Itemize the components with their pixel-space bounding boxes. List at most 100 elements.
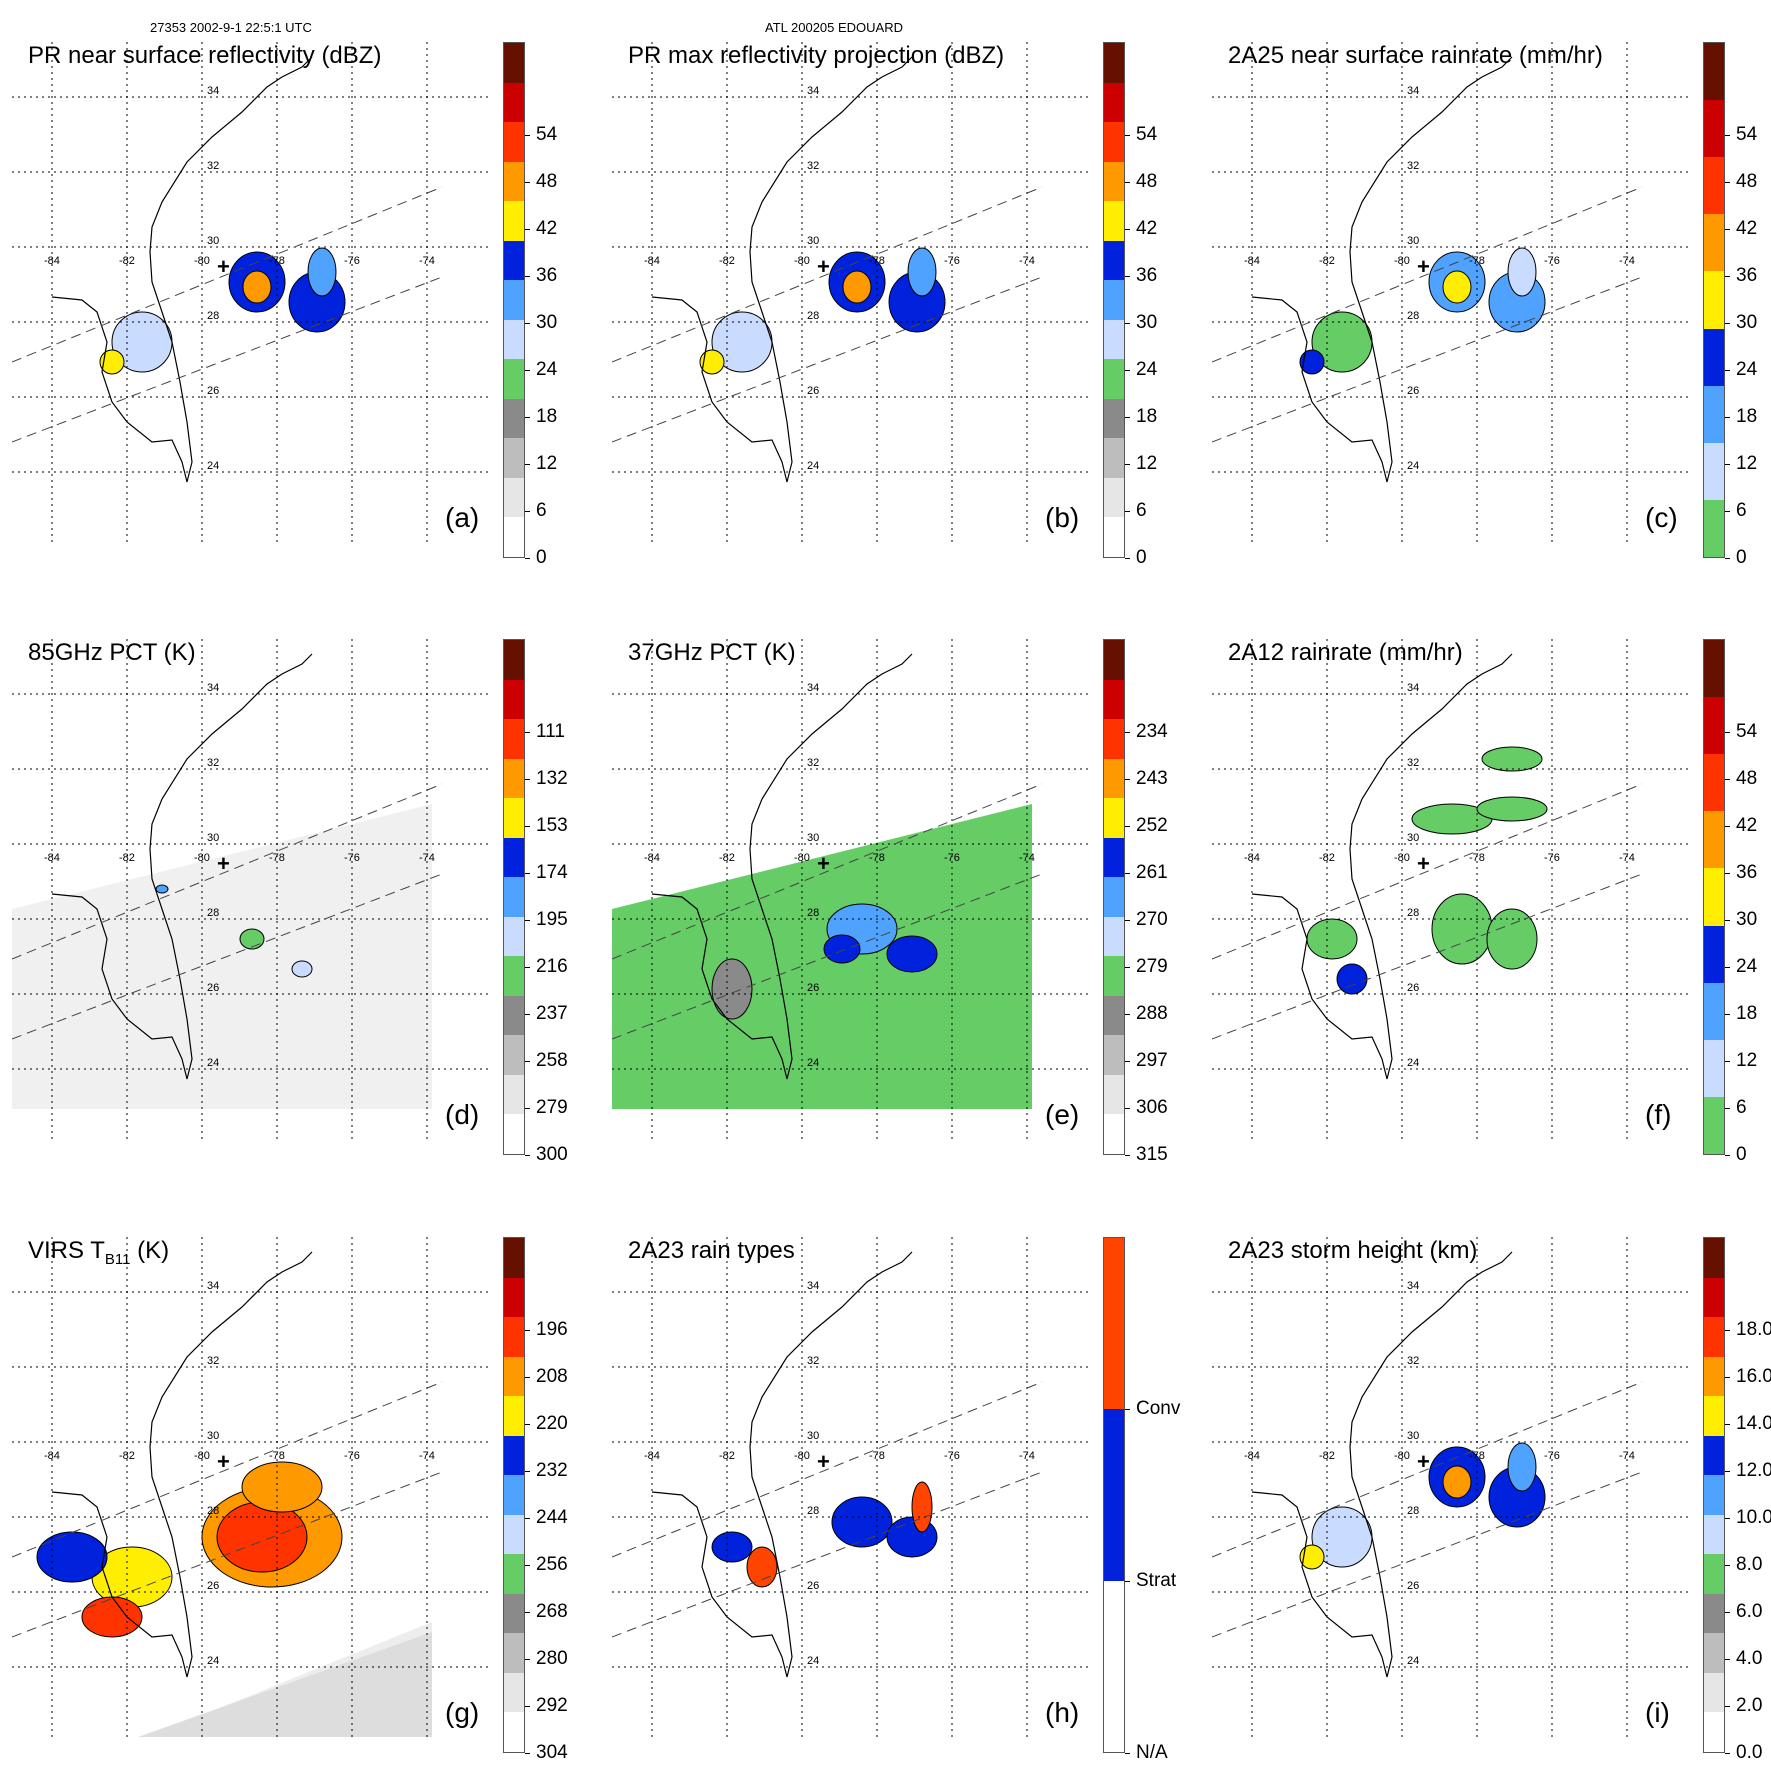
colorbar-tick-label: 18 <box>536 406 558 428</box>
latitude-label: 32 <box>807 1355 819 1367</box>
colorbar-tick-label: 36 <box>1736 862 1758 884</box>
colorbar-segment <box>504 798 524 838</box>
colorbar-tick-label: 16.0 <box>1736 1366 1771 1388</box>
colorbar-segment <box>504 1074 524 1115</box>
colorbar-tick-label: 252 <box>1136 815 1168 837</box>
longitude-label: -82 <box>1319 255 1335 267</box>
colorbar-tick-label: 300 <box>536 1144 568 1165</box>
colorbar-tick <box>1125 1108 1130 1110</box>
colorbar-segment <box>1104 477 1124 518</box>
panel-title: 2A12 rainrate (mm/hr) <box>1228 639 1463 666</box>
colorbar-tick <box>1125 1014 1130 1016</box>
colorbar-segment <box>1704 1593 1724 1634</box>
colorbar-tick-label: 288 <box>1136 1003 1168 1025</box>
colorbar-tick <box>1125 1753 1130 1754</box>
longitude-label: -78 <box>1469 1450 1485 1462</box>
panel-d: + -84 -82 -80 -78 -76 -74 34 32 30 28 26 24 85GHz PCT… <box>0 597 568 1165</box>
colorbar-tick-label: 111 <box>536 721 565 743</box>
colorbar-segment <box>1104 798 1124 838</box>
colorbar-segment <box>1704 640 1724 698</box>
colorbar-tick <box>1125 135 1130 137</box>
latitude-label: 32 <box>1407 160 1419 172</box>
colorbar-tick <box>525 920 530 922</box>
colorbar-segment <box>1704 100 1724 158</box>
pr-swath-edge <box>612 873 1043 1040</box>
colorbar-segment <box>1704 868 1724 926</box>
colorbar-segment <box>504 398 524 439</box>
colorbar-tick-label: 0 <box>536 547 547 568</box>
storm-center-marker: + <box>217 254 230 279</box>
latitude-label: 28 <box>207 1505 219 1517</box>
latitude-label: 26 <box>207 385 219 397</box>
colorbar-segment <box>1704 1277 1724 1318</box>
precip-feature <box>911 1481 933 1533</box>
colorbar-tick <box>525 1014 530 1016</box>
colorbar-tick-label: 36 <box>536 265 558 287</box>
colorbar-segment <box>1104 995 1124 1036</box>
colorbar-tick <box>525 417 530 419</box>
colorbar-segment <box>504 1514 524 1555</box>
colorbar-tick <box>1725 1706 1730 1708</box>
colorbar-tick-label: 258 <box>536 1050 568 1072</box>
precip-feature <box>242 270 272 304</box>
colorbar-tick-label: 0 <box>1136 547 1147 568</box>
longitude-label: -74 <box>1619 255 1635 267</box>
colorbar-tick-label: 244 <box>536 1507 568 1529</box>
colorbar-tick-label: 174 <box>536 862 568 884</box>
colorbar-tick <box>1725 1612 1730 1614</box>
precip-feature <box>1507 247 1537 297</box>
coastline <box>51 56 313 483</box>
colorbar-tick <box>1725 826 1730 828</box>
precip-feature <box>216 1501 308 1573</box>
longitude-label: -80 <box>1394 852 1410 864</box>
map-area: + -84 -82 -80 -78 -76 -74 34 32 30 28 26 24 <box>612 42 1090 542</box>
precip-feature <box>307 247 337 297</box>
latitude-label: 24 <box>807 1655 819 1667</box>
panel-letter: (c) <box>1645 502 1678 533</box>
coastline <box>51 653 313 1080</box>
colorbar-segment <box>504 640 524 680</box>
map-area: + -84 -82 -80 -78 -76 -74 34 32 30 28 26 24 <box>12 639 490 1139</box>
colorbar <box>503 639 525 1155</box>
colorbar-tick <box>525 558 530 559</box>
colorbar-tick-label: 0 <box>1736 1144 1747 1165</box>
colorbar-tick-label: 12 <box>1736 1050 1758 1072</box>
colorbar-tick-label: 30 <box>1136 312 1158 334</box>
colorbar-segment <box>1104 43 1124 83</box>
colorbar-tick-label: 280 <box>536 1648 568 1670</box>
colorbar-tick-label: N/A <box>1136 1742 1168 1763</box>
colorbar-tick <box>1725 1471 1730 1473</box>
map-area: + -84 -82 -80 -78 -76 -74 34 32 30 28 26 24 <box>1212 639 1690 1139</box>
colorbar-tick-label: 232 <box>536 1460 568 1482</box>
colorbar-tick <box>525 511 530 513</box>
colorbar-tick <box>1125 370 1130 372</box>
colorbar-tick-label: 261 <box>1136 862 1168 884</box>
pr-swath-edge <box>1212 1381 1643 1558</box>
longitude-label: -74 <box>1019 255 1035 267</box>
longitude-label: -76 <box>344 1450 360 1462</box>
pr-swath-edge <box>12 873 443 1040</box>
colorbar <box>1703 1237 1725 1753</box>
latitude-label: 26 <box>807 982 819 994</box>
colorbar-tick <box>1725 1061 1730 1063</box>
pr-swath-edge <box>12 783 443 960</box>
colorbar-segment <box>1104 877 1124 917</box>
longitude-label: -84 <box>1244 1450 1260 1462</box>
colorbar-segment <box>1704 1356 1724 1397</box>
longitude-label: -76 <box>344 852 360 864</box>
colorbar-tick <box>1125 417 1130 419</box>
colorbar-tick-label: 279 <box>1136 956 1168 978</box>
latitude-label: 28 <box>1407 310 1419 322</box>
colorbar-segment <box>1104 1074 1124 1115</box>
latitude-label: 34 <box>207 85 219 97</box>
longitude-label: -80 <box>194 1450 210 1462</box>
colorbar-segment <box>504 995 524 1036</box>
colorbar-tick <box>525 182 530 184</box>
longitude-label: -82 <box>719 255 735 267</box>
precip-feature <box>1431 893 1493 965</box>
colorbar-tick <box>1725 1108 1730 1110</box>
pr-swath-edge <box>1212 276 1643 443</box>
colorbar-tick-label: 234 <box>1136 721 1168 743</box>
latitude-label: 28 <box>1407 907 1419 919</box>
colorbar-tick <box>525 1155 530 1156</box>
